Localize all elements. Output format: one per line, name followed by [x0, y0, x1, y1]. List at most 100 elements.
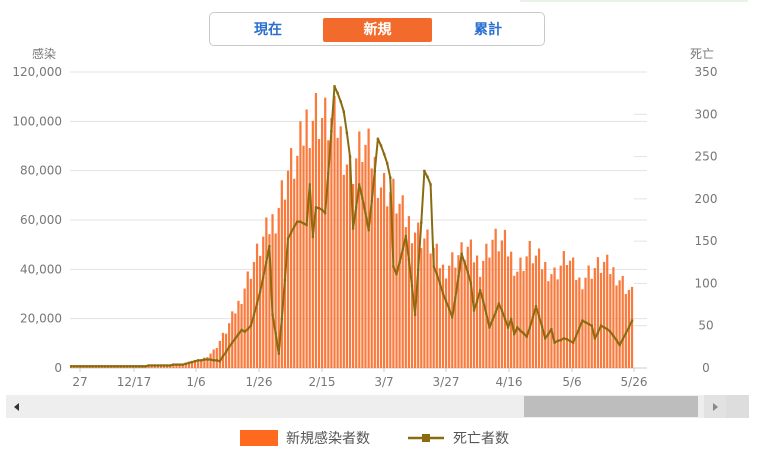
death-point: [571, 341, 575, 344]
right-tick-label: 50: [698, 319, 713, 333]
death-point: [432, 265, 435, 268]
death-point: [336, 91, 339, 95]
legend-cases[interactable]: 新規感染者数: [240, 428, 370, 448]
case-bar: [491, 239, 494, 368]
case-bar: [547, 281, 550, 368]
case-bar: [193, 362, 197, 368]
death-point: [246, 327, 249, 331]
case-bar: [488, 257, 491, 368]
death-point: [500, 309, 504, 312]
death-point: [575, 334, 578, 338]
scrollbar-thumb[interactable]: [524, 396, 698, 417]
death-point: [302, 222, 305, 225]
death-point: [227, 345, 231, 349]
death-point: [91, 365, 95, 368]
death-point: [503, 317, 507, 321]
death-point: [395, 272, 398, 276]
death-point: [404, 234, 407, 238]
death-point: [460, 252, 463, 256]
case-bar: [221, 332, 225, 368]
case-bar: [500, 240, 503, 368]
case-bar: [556, 279, 559, 368]
death-point: [370, 200, 373, 203]
case-bar: [528, 240, 531, 368]
case-bar: [150, 365, 153, 368]
left-tick-label: 0: [54, 361, 62, 375]
death-point: [258, 290, 262, 294]
death-point: [398, 261, 401, 264]
death-point: [131, 365, 135, 368]
tab-current[interactable]: 現在: [254, 22, 282, 38]
death-point: [488, 326, 491, 329]
case-bar: [218, 340, 221, 368]
death-point: [190, 360, 194, 364]
case-bar: [506, 256, 510, 368]
death-point: [435, 272, 438, 276]
case-bar: [441, 264, 445, 368]
death-point: [429, 183, 432, 186]
death-point: [85, 365, 88, 368]
death-point: [311, 235, 315, 239]
x-tick-label: 27: [72, 375, 87, 389]
case-bar: [212, 349, 215, 368]
death-point: [466, 271, 469, 274]
case-bar: [609, 274, 612, 368]
left-tick-label: 100,000: [12, 114, 62, 128]
case-bar: [234, 313, 237, 368]
right-tick-label: 0: [702, 361, 710, 375]
death-point: [534, 305, 538, 308]
case-bar: [317, 139, 321, 368]
case-bar: [389, 192, 392, 368]
death-point: [584, 321, 587, 324]
chart-scrollbar[interactable]: [6, 395, 749, 418]
death-point: [218, 360, 222, 363]
case-bar: [553, 267, 556, 368]
death-point: [165, 364, 169, 367]
case-bar: [482, 260, 485, 368]
case-bar: [364, 144, 367, 368]
death-point: [494, 310, 497, 314]
case-bar: [541, 269, 544, 368]
case-bar: [475, 255, 479, 368]
case-bar: [259, 255, 262, 368]
case-bar: [581, 289, 584, 368]
case-bar: [435, 243, 438, 368]
case-bar: [550, 274, 553, 368]
case-bar: [429, 253, 432, 368]
death-point: [181, 363, 184, 366]
death-point: [283, 278, 287, 282]
death-point: [513, 332, 516, 336]
death-point: [274, 332, 277, 335]
death-point: [423, 169, 426, 173]
death-point: [537, 315, 541, 318]
tab-group: 現在 新規 累計: [209, 12, 545, 46]
case-bar: [268, 234, 271, 368]
death-point: [172, 363, 175, 366]
death-point: [178, 363, 181, 366]
case-bar: [265, 217, 268, 368]
legend-deaths[interactable]: 死亡者数: [407, 428, 509, 448]
death-point: [612, 334, 615, 338]
case-bar: [395, 213, 398, 368]
death-point: [553, 341, 556, 344]
death-point: [249, 324, 253, 327]
death-point: [581, 319, 584, 322]
scroll-left-button[interactable]: [6, 395, 28, 418]
death-point: [113, 365, 116, 368]
case-bar: [181, 363, 184, 368]
x-tick-label: 5/6: [562, 375, 581, 389]
case-bar: [392, 178, 395, 368]
death-point: [379, 144, 383, 147]
death-point: [153, 364, 156, 367]
case-bar: [454, 267, 457, 368]
death-point: [482, 299, 485, 303]
death-point: [134, 365, 138, 368]
tab-cumulative[interactable]: 累計: [474, 22, 502, 38]
scroll-right-button[interactable]: [704, 395, 726, 418]
death-point: [221, 354, 225, 358]
death-point: [125, 365, 129, 368]
x-tick-label: 4/16: [496, 375, 523, 389]
tab-new[interactable]: 新規: [323, 18, 432, 42]
death-point: [69, 365, 73, 368]
right-tick-label: 200: [695, 192, 718, 206]
